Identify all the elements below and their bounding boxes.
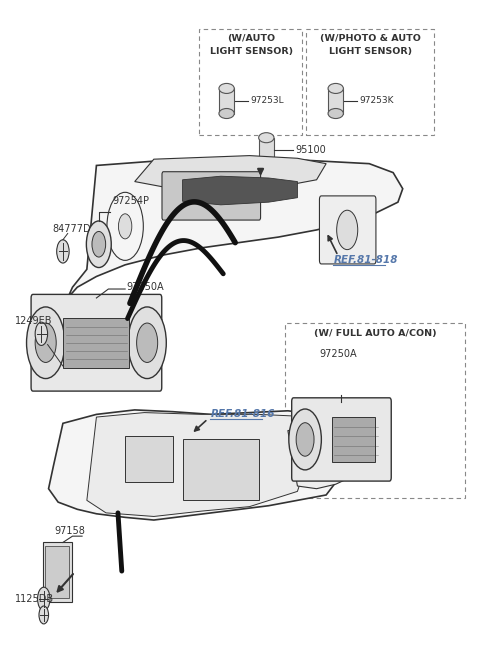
Text: 97253L: 97253L xyxy=(251,96,284,106)
Text: (W/AUTO: (W/AUTO xyxy=(228,34,276,42)
Circle shape xyxy=(289,409,322,470)
Text: 84777D: 84777D xyxy=(52,224,91,234)
FancyBboxPatch shape xyxy=(292,398,391,481)
Text: (W/PHOTO & AUTO: (W/PHOTO & AUTO xyxy=(320,34,420,42)
Polygon shape xyxy=(68,158,403,298)
Circle shape xyxy=(39,606,48,624)
Text: 1249EB: 1249EB xyxy=(15,316,52,326)
Text: 1125DB: 1125DB xyxy=(15,594,54,604)
FancyBboxPatch shape xyxy=(162,172,261,220)
Circle shape xyxy=(128,307,166,378)
Circle shape xyxy=(296,423,314,456)
Circle shape xyxy=(137,323,157,363)
FancyBboxPatch shape xyxy=(332,416,375,462)
Ellipse shape xyxy=(219,84,234,94)
FancyBboxPatch shape xyxy=(259,137,274,163)
Circle shape xyxy=(37,587,50,610)
Text: 97158: 97158 xyxy=(54,526,85,536)
FancyBboxPatch shape xyxy=(320,196,376,264)
Text: 97250A: 97250A xyxy=(319,349,357,359)
Text: 97254P: 97254P xyxy=(112,197,149,207)
Circle shape xyxy=(92,232,106,257)
FancyBboxPatch shape xyxy=(182,440,259,501)
Text: REF.81-816: REF.81-816 xyxy=(210,410,275,420)
Circle shape xyxy=(35,322,48,345)
Text: LIGHT SENSOR): LIGHT SENSOR) xyxy=(329,47,412,56)
Polygon shape xyxy=(135,155,326,193)
FancyBboxPatch shape xyxy=(219,88,234,114)
Ellipse shape xyxy=(328,84,343,94)
FancyBboxPatch shape xyxy=(31,294,162,391)
Ellipse shape xyxy=(328,108,343,119)
FancyBboxPatch shape xyxy=(63,317,130,368)
FancyBboxPatch shape xyxy=(45,546,69,598)
FancyBboxPatch shape xyxy=(125,436,173,483)
Polygon shape xyxy=(182,176,298,205)
Text: (W/ FULL AUTO A/CON): (W/ FULL AUTO A/CON) xyxy=(313,329,436,338)
Circle shape xyxy=(119,214,132,239)
Text: REF.81-818: REF.81-818 xyxy=(333,256,398,266)
Circle shape xyxy=(35,323,56,363)
Circle shape xyxy=(57,240,69,263)
Ellipse shape xyxy=(219,108,234,119)
FancyBboxPatch shape xyxy=(43,542,72,602)
Circle shape xyxy=(336,210,358,250)
Text: 97250A: 97250A xyxy=(126,282,164,292)
Circle shape xyxy=(26,307,65,378)
Ellipse shape xyxy=(259,133,274,143)
Ellipse shape xyxy=(259,158,274,168)
Text: 97253K: 97253K xyxy=(360,96,394,106)
Text: LIGHT SENSOR): LIGHT SENSOR) xyxy=(210,47,293,56)
FancyBboxPatch shape xyxy=(328,88,343,114)
Circle shape xyxy=(86,221,111,268)
Text: 95100: 95100 xyxy=(295,145,326,155)
Polygon shape xyxy=(87,412,317,517)
Polygon shape xyxy=(48,410,355,520)
Polygon shape xyxy=(288,430,355,489)
